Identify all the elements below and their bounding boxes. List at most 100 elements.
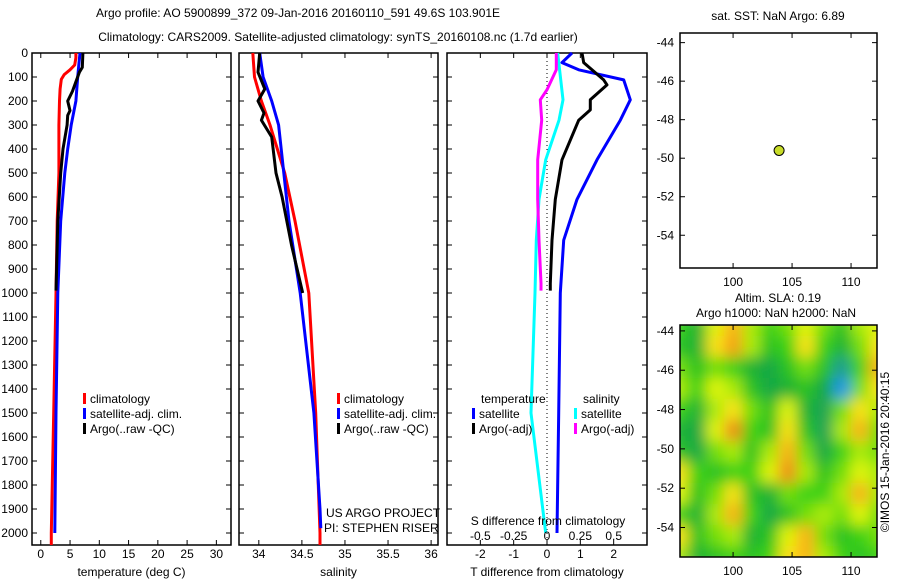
heatmap-cell [796,483,816,505]
heatmap-cell [796,525,816,547]
series-line-climatology [49,53,78,545]
heatmap-cell [760,462,780,484]
heatmap-cell [760,357,780,379]
heatmap-cell [778,546,798,557]
x-tick-label: 0 [544,547,551,561]
heatmap-cell [814,325,834,337]
heatmap-cell [706,325,726,337]
depth-tick-label: 1300 [1,358,28,372]
x-tick-label: 105 [782,275,802,289]
heatmap-cell [742,357,762,379]
heatmap-cell [850,378,870,400]
heatmap-cell [742,504,762,526]
series-line-t-argo-adj- [548,52,609,291]
legend-swatch [337,393,340,404]
x-axis-label: temperature (deg C) [77,565,185,579]
heatmap-cell [832,462,852,484]
heatmap-cell [724,525,744,547]
heatmap-cell [680,504,690,526]
x-tick-label: -1 [508,547,519,561]
depth-tick-label: 1500 [1,406,28,420]
heatmap-cell [778,399,798,421]
heatmap-cell [724,483,744,505]
heatmap-cell [688,357,708,379]
y-tick-label: -50 [657,151,675,165]
heatmap-cell [850,525,870,547]
heatmap-cell [832,336,852,358]
temperature-plot-frame [31,52,232,546]
depth-tick-label: 1000 [1,286,28,300]
heatmap-cell [742,483,762,505]
heatmap-cell [706,357,726,379]
heatmap-cell [680,420,690,442]
x-tick-label: 110 [841,564,860,578]
heatmap-cell [742,325,762,337]
depth-tick-label: 800 [8,238,28,252]
heatmap-cell [706,525,726,547]
x-tick-label: 100 [723,275,743,289]
legend-label: satellite [479,407,520,421]
heatmap-cell [868,357,877,379]
legend-label: Argo(-adj) [479,422,532,436]
heatmap-cell [742,378,762,400]
y-tick-label: -54 [657,228,675,242]
heatmap-cell [688,504,708,526]
heatmap-cell [832,546,852,557]
heatmap-cell [760,336,780,358]
series-line-t-satellite [555,51,632,534]
heatmap-cell [832,399,852,421]
heatmap-cell [796,399,816,421]
depth-tick-label: 1600 [1,430,28,444]
legend-swatch [337,408,340,419]
heatmap-cell [680,462,690,484]
heatmap-cell [814,441,834,463]
legend-label: satellite-adj. clim. [344,407,436,421]
heatmap-cell [742,399,762,421]
heatmap-cell [688,325,708,337]
heatmap-cell [832,357,852,379]
legend-label: Argo(..raw -QC) [344,422,429,436]
heatmap-cell [778,525,798,547]
legend-label: climatology [344,392,404,406]
y-tick-label: -54 [657,521,675,535]
depth-tick-label: 500 [8,166,28,180]
annotation-project: US ARGO PROJECT [326,506,441,520]
sla-heatmap-cells [680,325,877,557]
heatmap-cell [724,325,744,337]
heatmap-cell [706,546,726,557]
heatmap-cell [688,441,708,463]
heatmap-cell [796,462,816,484]
heatmap-cell [850,504,870,526]
legend-swatch [83,408,86,419]
heatmap-cell [778,336,798,358]
heatmap-cell [850,399,870,421]
x-axis-label: T difference from climatology [470,565,624,579]
heatmap-cell [760,325,780,337]
heatmap-cell [760,441,780,463]
heatmap-cell [832,483,852,505]
heatmap-cell [706,441,726,463]
y-tick-label: -44 [657,36,675,50]
heatmap-cell [832,441,852,463]
heatmap-cell [814,525,834,547]
heatmap-cell [796,441,816,463]
x-axis-label: salinity [320,565,357,579]
x2-tick-label: 0.25 [569,529,593,543]
heatmap-cell [832,325,852,337]
heatmap-cell [778,483,798,505]
legend-swatch [574,408,577,419]
sst-map-frame [679,32,878,269]
heatmap-cell [688,378,708,400]
x2-tick-label: 0 [544,529,551,543]
sst-map-title: sat. SST: NaN Argo: 6.89 [711,9,845,23]
heatmap-cell [778,441,798,463]
heatmap-cell [680,378,690,400]
heatmap-cell [850,441,870,463]
heatmap-cell [760,483,780,505]
depth-tick-label: 700 [8,214,28,228]
heatmap-cell [814,399,834,421]
heatmap-cell [814,546,834,557]
series-line-satellite-adj-clim- [258,52,323,529]
heatmap-cell [724,336,744,358]
figure-title-line1: Argo profile: AO 5900899_372 09-Jan-2016… [96,6,500,20]
